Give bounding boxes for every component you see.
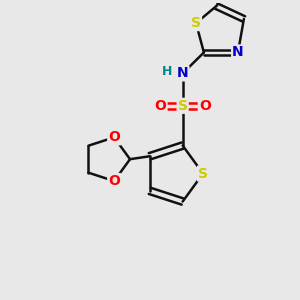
Text: H: H: [162, 65, 172, 78]
Text: N: N: [177, 66, 188, 80]
Text: O: O: [154, 99, 166, 113]
Text: O: O: [108, 130, 120, 144]
Text: S: S: [178, 99, 188, 113]
Text: S: S: [198, 167, 208, 181]
Text: N: N: [232, 46, 244, 59]
Text: O: O: [108, 174, 120, 188]
Text: O: O: [199, 99, 211, 113]
Text: S: S: [191, 16, 201, 30]
